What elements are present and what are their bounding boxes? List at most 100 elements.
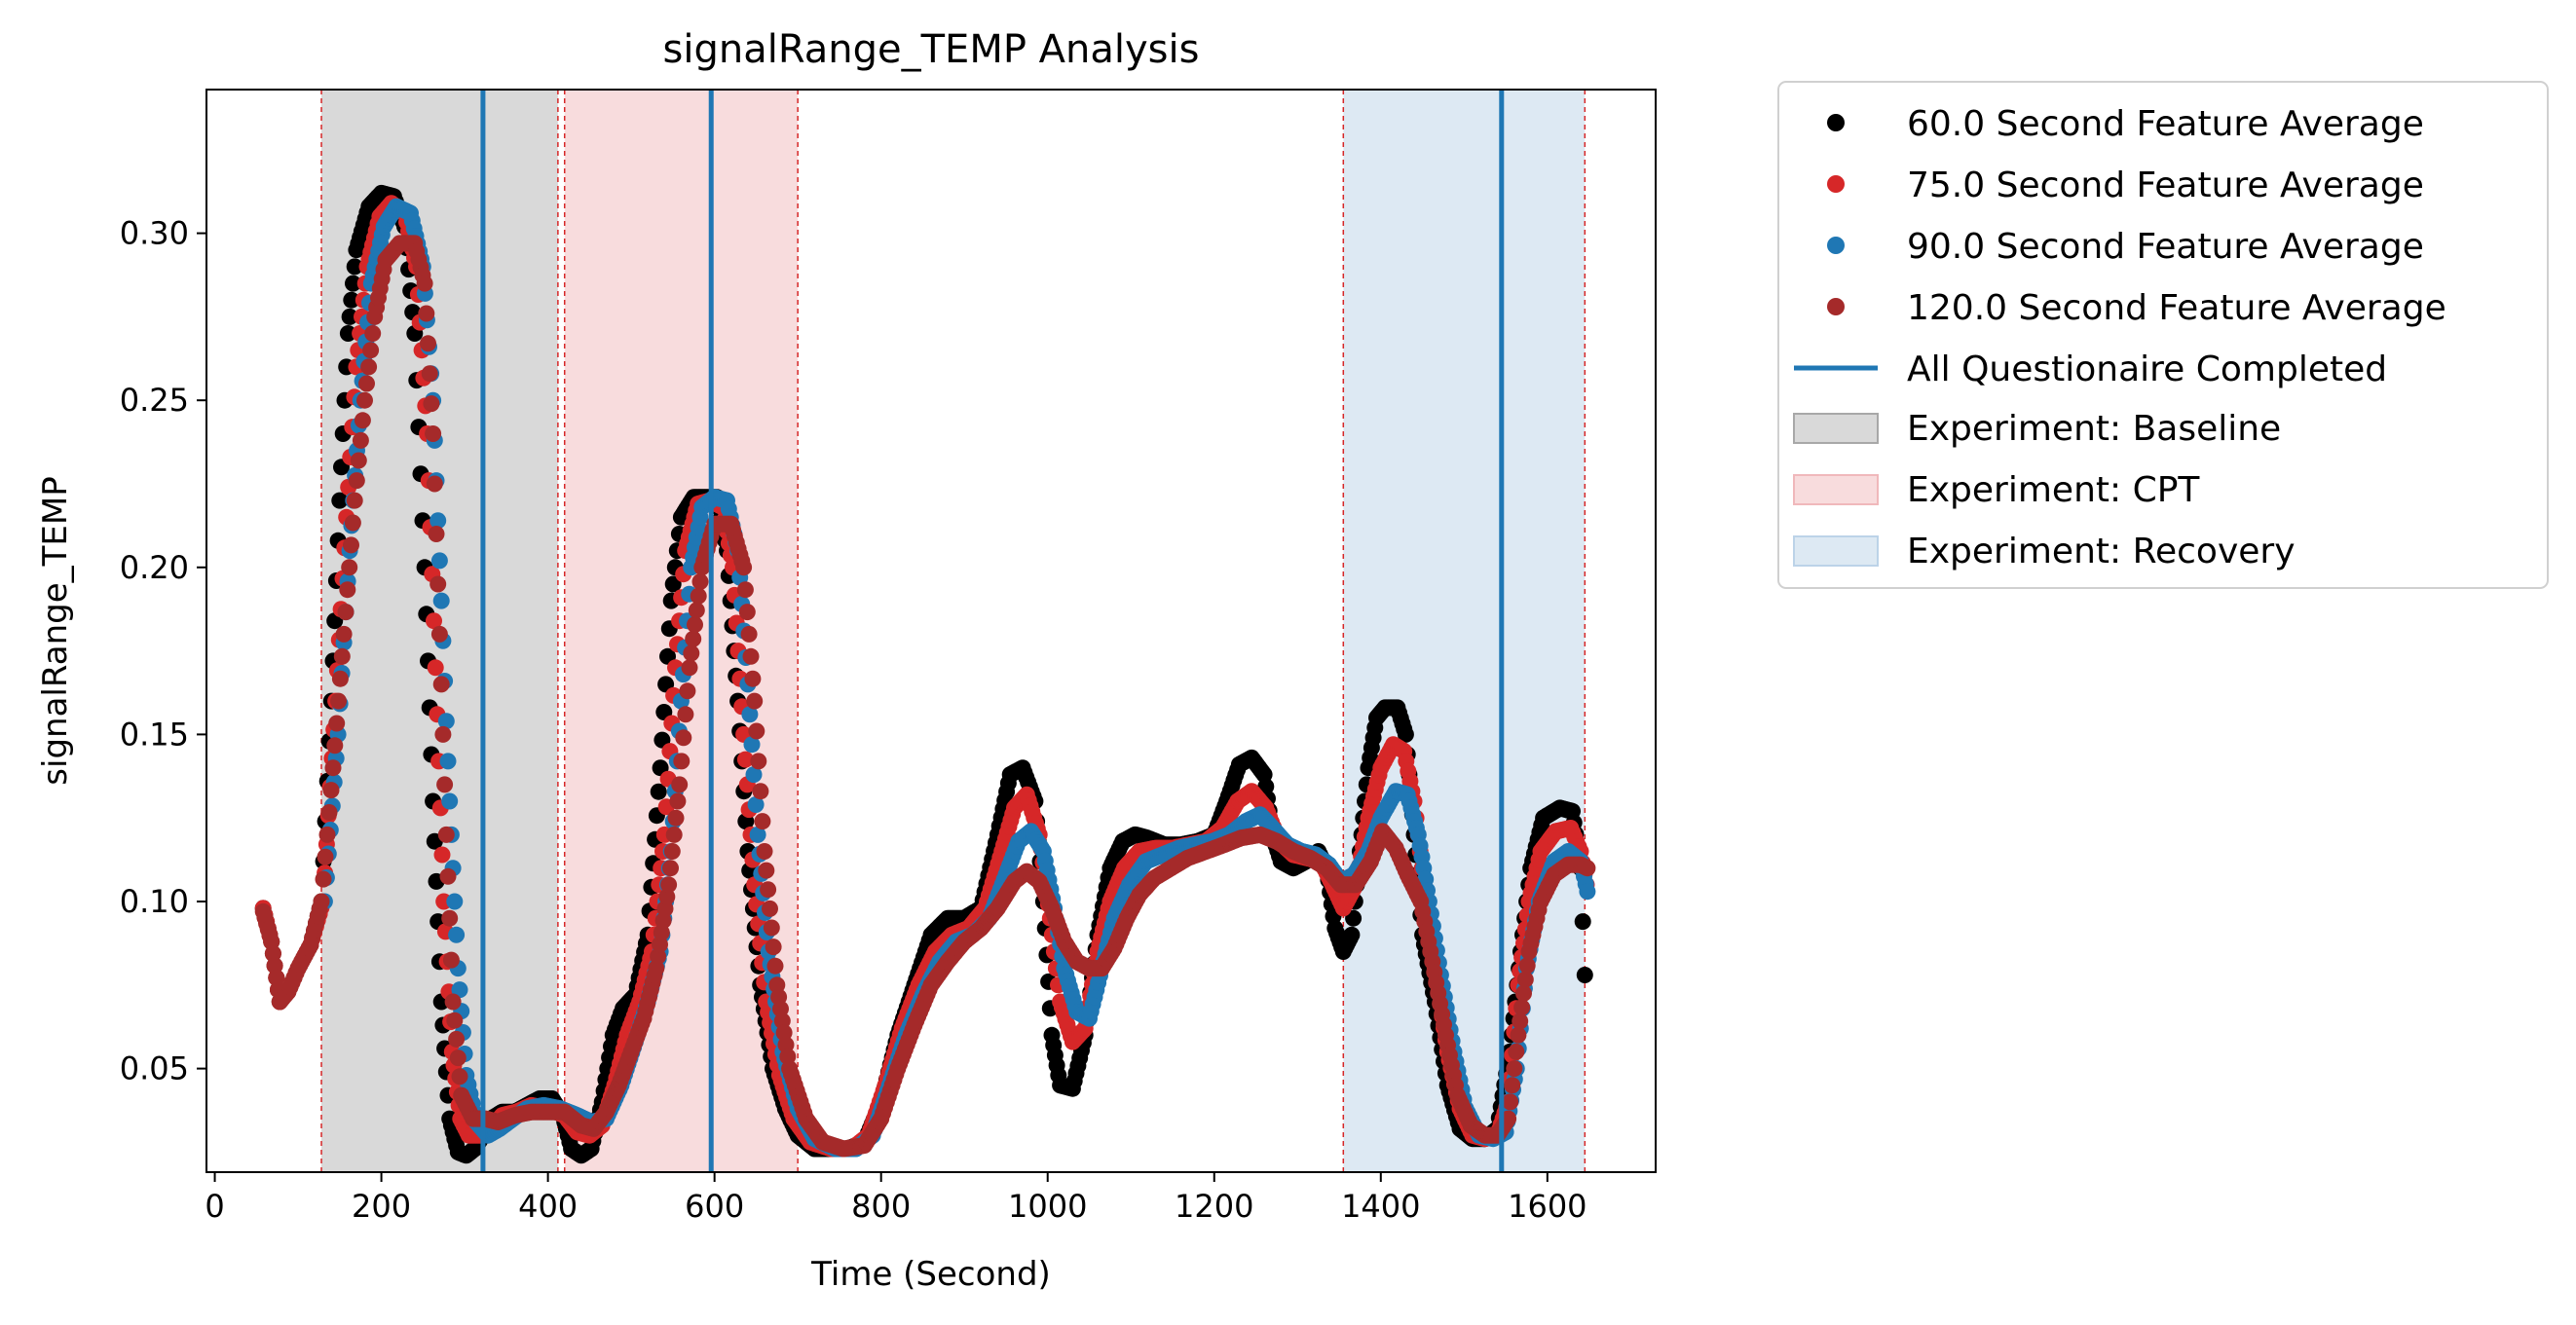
point-3-48 bbox=[341, 559, 358, 576]
chart-title: signalRange_TEMP Analysis bbox=[663, 27, 1200, 72]
point-3-686 bbox=[1513, 999, 1531, 1016]
point-3-229 bbox=[669, 792, 687, 810]
point-0-50 bbox=[343, 291, 360, 309]
point-3-280 bbox=[763, 919, 780, 937]
legend-label-90s: 90.0 Second Feature Average bbox=[1907, 227, 2424, 267]
point-2-235 bbox=[747, 796, 765, 813]
point-3-107 bbox=[448, 1030, 466, 1048]
x-axis-label: Time (Second) bbox=[810, 1255, 1051, 1294]
x-tick-label-4: 800 bbox=[851, 1188, 911, 1225]
point-0-638 bbox=[1397, 725, 1414, 743]
legend-marker-cpt bbox=[1793, 474, 1879, 505]
point-3-237 bbox=[685, 630, 702, 647]
point-3-51 bbox=[346, 492, 363, 509]
point-3-7 bbox=[266, 957, 283, 975]
point-0-607 bbox=[1345, 909, 1363, 927]
point-3-683 bbox=[1508, 1043, 1525, 1060]
point-2-67 bbox=[437, 713, 455, 730]
point-3-52 bbox=[348, 472, 365, 490]
legend-marker-60s bbox=[1827, 114, 1845, 131]
point-3-97 bbox=[430, 625, 448, 643]
point-3-680 bbox=[1502, 1093, 1519, 1111]
point-2-73 bbox=[448, 926, 466, 943]
x-tick-label-7: 1400 bbox=[1341, 1188, 1420, 1225]
y-tick-label-5: 0.30 bbox=[120, 215, 189, 252]
legend-label-baseline: Experiment: Baseline bbox=[1907, 409, 2281, 449]
point-2-69 bbox=[441, 792, 459, 810]
x-tick-label-3: 600 bbox=[685, 1188, 744, 1225]
point-3-230 bbox=[671, 776, 689, 793]
point-3-241 bbox=[691, 573, 709, 590]
point-3-36 bbox=[318, 826, 336, 843]
questionnaire-lines bbox=[480, 90, 1505, 1172]
point-2-64 bbox=[432, 592, 450, 609]
point-3-238 bbox=[687, 616, 703, 634]
y-tick-label-3: 0.20 bbox=[120, 549, 189, 586]
x-tick-label-2: 400 bbox=[518, 1188, 578, 1225]
point-3-687 bbox=[1515, 984, 1532, 1002]
point-3-60 bbox=[364, 325, 382, 342]
point-3-98 bbox=[432, 676, 450, 693]
x-tick-label-5: 1000 bbox=[1008, 1188, 1087, 1225]
point-3-276 bbox=[756, 843, 773, 860]
point-3-688 bbox=[1516, 971, 1534, 988]
legend-marker-90s bbox=[1827, 237, 1845, 254]
point-2-62 bbox=[429, 512, 447, 530]
point-0-52 bbox=[346, 258, 363, 276]
point-3-227 bbox=[665, 826, 683, 843]
point-3-272 bbox=[748, 722, 765, 740]
x-tick-label-0: 0 bbox=[205, 1188, 224, 1225]
point-3-42 bbox=[330, 692, 347, 710]
series-3 bbox=[254, 235, 1596, 1158]
legend-marker-75s bbox=[1827, 175, 1845, 193]
point-3-269 bbox=[742, 647, 760, 665]
point-3-88 bbox=[416, 275, 433, 292]
legend-label-questionnaire: All Questionaire Completed bbox=[1907, 350, 2387, 389]
point-3-234 bbox=[679, 682, 696, 700]
point-3-100 bbox=[436, 776, 454, 793]
point-3-231 bbox=[673, 753, 691, 770]
point-3-679 bbox=[1500, 1110, 1517, 1127]
point-3-682 bbox=[1506, 1060, 1523, 1078]
point-3-685 bbox=[1512, 1012, 1529, 1030]
data-series bbox=[254, 184, 1596, 1164]
point-2-687 bbox=[1579, 883, 1596, 901]
point-3-232 bbox=[675, 729, 692, 747]
point-3-281 bbox=[765, 939, 782, 956]
y-tick-label-1: 0.10 bbox=[120, 883, 189, 920]
legend-label-120s: 120.0 Second Feature Average bbox=[1907, 288, 2446, 328]
point-3-235 bbox=[681, 659, 698, 677]
point-3-58 bbox=[360, 358, 378, 376]
legend-label-75s: 75.0 Second Feature Average bbox=[1907, 166, 2424, 205]
legend-label-cpt: Experiment: CPT bbox=[1907, 470, 2200, 510]
point-3-266 bbox=[736, 581, 754, 599]
point-3-33 bbox=[313, 893, 330, 910]
point-3-225 bbox=[662, 860, 679, 877]
legend-label-recovery: Experiment: Recovery bbox=[1907, 532, 2296, 571]
legend-marker-120s bbox=[1827, 298, 1845, 315]
point-3-39 bbox=[324, 759, 342, 777]
point-3-271 bbox=[746, 692, 764, 710]
point-0-49 bbox=[341, 308, 358, 325]
point-3-54 bbox=[352, 431, 369, 449]
point-2-75 bbox=[451, 981, 468, 999]
point-3-275 bbox=[754, 813, 771, 830]
point-3-89 bbox=[418, 305, 435, 322]
point-2-72 bbox=[446, 893, 464, 910]
point-3-44 bbox=[333, 647, 351, 665]
y-tick-label-0: 0.05 bbox=[120, 1050, 189, 1087]
point-3-49 bbox=[343, 536, 359, 554]
point-3-226 bbox=[663, 843, 681, 860]
point-3-101 bbox=[437, 826, 455, 843]
point-3-50 bbox=[344, 514, 361, 532]
point-3-267 bbox=[738, 604, 756, 621]
x-axis-ticks: 0 200 400 600 800 1000 1200 1400 1600 bbox=[205, 1172, 1587, 1225]
legend-marker-baseline bbox=[1793, 413, 1879, 444]
point-1-99 bbox=[433, 846, 451, 864]
point-3-41 bbox=[328, 715, 346, 732]
point-3-99 bbox=[434, 725, 452, 743]
point-3-282 bbox=[766, 957, 784, 975]
point-3-103 bbox=[441, 909, 459, 927]
point-3-106 bbox=[446, 1012, 464, 1029]
